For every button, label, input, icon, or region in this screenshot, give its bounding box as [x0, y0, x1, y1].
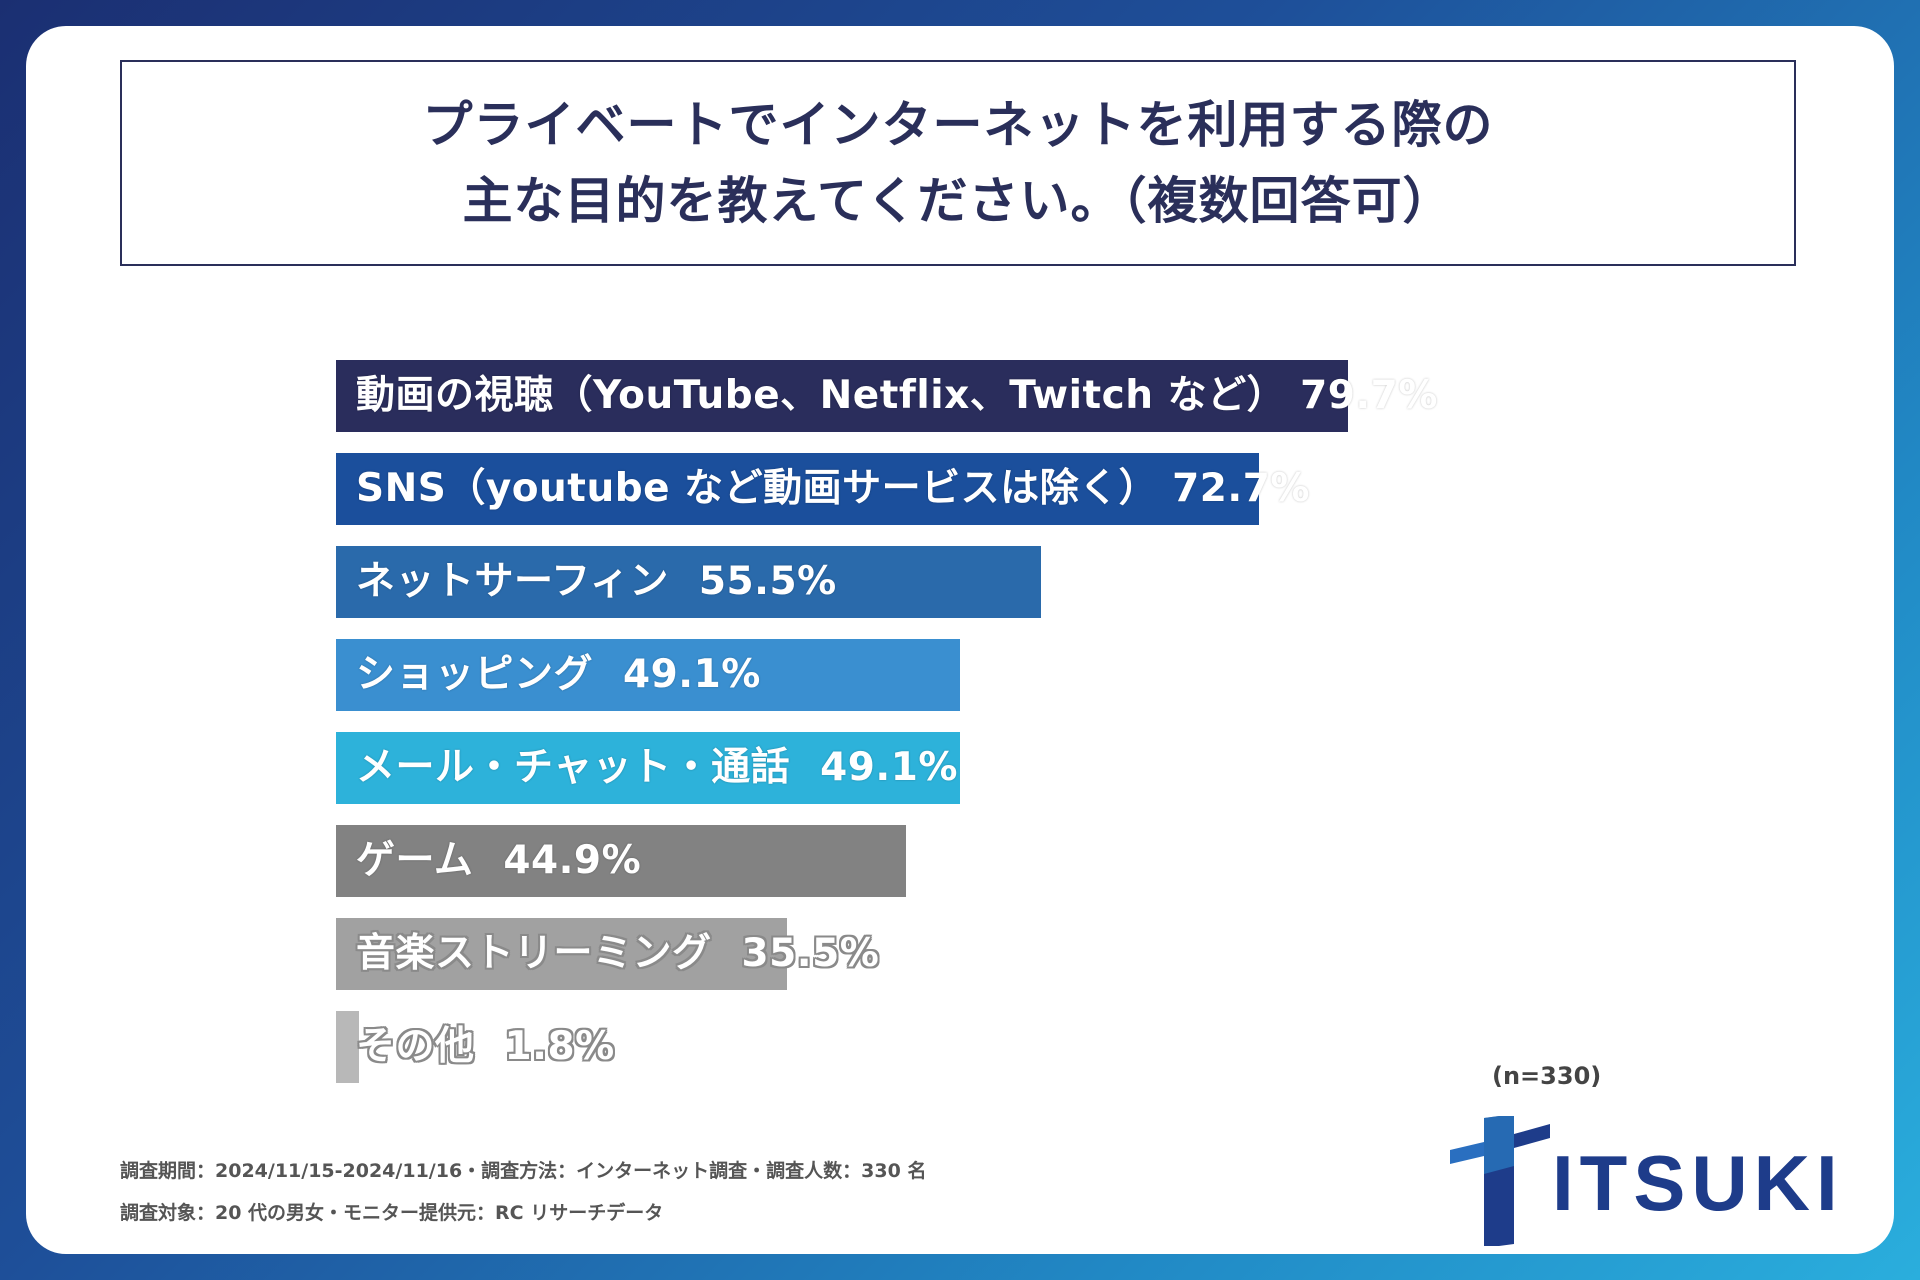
- bar-label-7: その他 1.8%: [356, 1011, 615, 1083]
- bar-label-2: ネットサーフィン 55.5%: [356, 546, 837, 618]
- bar-1: SNS（youtube など動画サービスは除く） 72.7%: [336, 453, 1309, 525]
- bar-value-label: 1.8%: [504, 1024, 615, 1069]
- bar-category-label: 動画の視聴（YouTube、Netflix、Twitch など）: [356, 373, 1287, 418]
- itsuki-logo: ITSUKI: [1446, 1116, 1866, 1246]
- bar-0: 動画の視聴（YouTube、Netflix、Twitch など） 79.7%: [336, 360, 1437, 432]
- bar-category-label: ネットサーフィン: [356, 559, 669, 604]
- bar-value-label: 49.1%: [820, 745, 958, 790]
- sample-size-label: (n=330): [1492, 1062, 1602, 1090]
- bar-category-label: ゲーム: [356, 838, 474, 883]
- card: プライベートでインターネットを利用する際の 主な目的を教えてください。（複数回答…: [26, 26, 1894, 1254]
- title-box: プライベートでインターネットを利用する際の 主な目的を教えてください。（複数回答…: [120, 60, 1796, 266]
- footnote-survey-period: 調査期間：2024/11/15-2024/11/16・調査方法：インターネット調…: [120, 1160, 927, 1182]
- bar-label-5: ゲーム 44.9%: [356, 825, 641, 897]
- bar-category-label: 音楽ストリーミング: [356, 931, 712, 976]
- logo-text: ITSUKI: [1552, 1139, 1844, 1227]
- bar-4: メール・チャット・通話 49.1%: [336, 732, 960, 804]
- bar-3: ショッピング 49.1%: [336, 639, 960, 711]
- bar-label-4: メール・チャット・通話 49.1%: [356, 732, 958, 804]
- title-line-2: 主な目的を教えてください。（複数回答可）: [462, 172, 1454, 230]
- bar-value-label: 55.5%: [698, 559, 837, 604]
- bar-value-label: 35.5%: [741, 931, 880, 976]
- bar-5: ゲーム 44.9%: [336, 825, 907, 897]
- bar-category-label: その他: [356, 1024, 475, 1069]
- bar-category-label: SNS（youtube など動画サービスは除く）: [356, 466, 1159, 511]
- bar-label-6: 音楽ストリーミング 35.5%: [356, 918, 879, 990]
- bar-category-label: メール・チャット・通話: [356, 745, 791, 790]
- bar-category-label: ショッピング: [356, 652, 594, 697]
- bar-value-label: 72.7%: [1172, 466, 1310, 511]
- logo-mark-icon: [1450, 1116, 1550, 1246]
- bar-value-label: 44.9%: [503, 838, 642, 883]
- bar-6: 音楽ストリーミング 35.5%: [336, 918, 879, 990]
- bar-chart: 動画の視聴（YouTube、Netflix、Twitch など） 79.7% SNS…: [336, 360, 1636, 1120]
- bar-label-3: ショッピング 49.1%: [356, 639, 761, 711]
- title-line-1: プライベートでインターネットを利用する際の: [422, 96, 1494, 154]
- bar-label-0: 動画の視聴（YouTube、Netflix、Twitch など） 79.7%: [356, 360, 1438, 432]
- bar-2: ネットサーフィン 55.5%: [336, 546, 1041, 618]
- footnote-survey-target: 調査対象：20 代の男女・モニター提供元：RC リサーチデータ: [120, 1202, 664, 1224]
- bar-value-label: 79.7%: [1300, 373, 1438, 418]
- bar-value-label: 49.1%: [623, 652, 761, 697]
- bar-7: その他 1.8%: [336, 1011, 614, 1083]
- bar-label-1: SNS（youtube など動画サービスは除く） 72.7%: [356, 453, 1310, 525]
